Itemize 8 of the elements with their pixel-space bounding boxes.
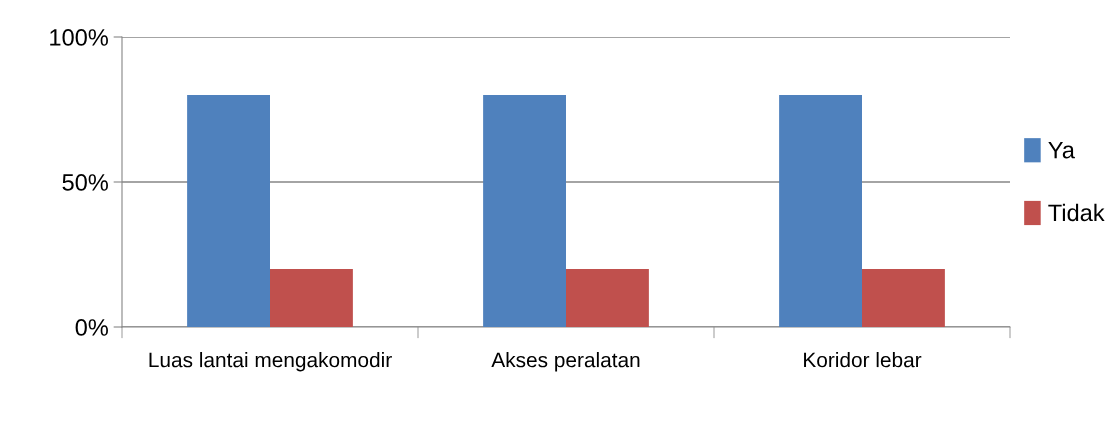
y-tick-label: 50%: [62, 174, 108, 191]
legend-label: Ya: [1048, 141, 1075, 159]
y-tick-label: 100%: [50, 29, 108, 46]
legend-label: Tidak: [1048, 203, 1105, 222]
x-tick-label: Luas lantai mengakomodir: [149, 352, 392, 372]
x-tick-label: Koridor lebar: [804, 352, 922, 368]
y-tick-label: 0%: [75, 319, 108, 336]
x-tick-label: Akses peralatan: [491, 352, 640, 372]
